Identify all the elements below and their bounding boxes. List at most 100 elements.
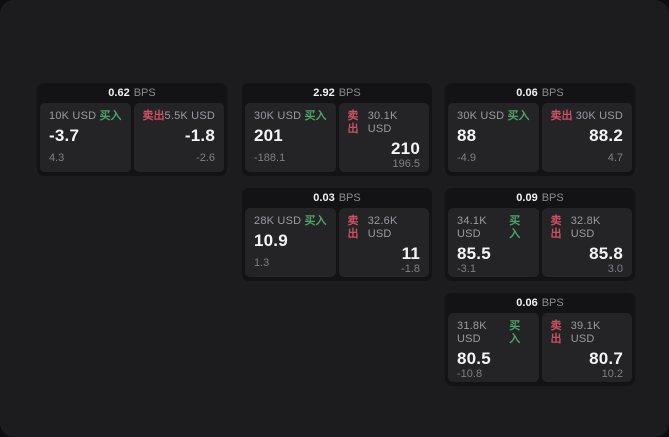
bps-unit-label: BPS xyxy=(338,192,361,204)
sell-amount: 39.1K USD xyxy=(570,320,601,345)
bps-header: 0.09 BPS xyxy=(445,188,635,208)
sell-price: 85.8 xyxy=(589,244,623,263)
buy-label: 买入 xyxy=(304,215,327,227)
sell-delta: 10.2 xyxy=(601,368,623,380)
sell-panel[interactable]: 卖出 30.1K USD 210 196.5 xyxy=(338,103,429,172)
sell-panel-top: 卖出 39.1K USD xyxy=(551,320,624,346)
sell-label: 卖出 xyxy=(142,110,165,122)
buy-panel[interactable]: 10K USD 买入 -3.7 4.3 xyxy=(40,103,131,172)
buy-label: 买入 xyxy=(509,320,521,345)
quote-card: 0.06 BPS 31.8K USD 买入 80.5 -10.8 卖出 39.1… xyxy=(445,293,635,386)
buy-delta: -10.8 xyxy=(457,368,483,380)
bps-value: 2.92 xyxy=(313,87,335,99)
sell-price: 210 xyxy=(391,139,420,158)
quote-card: 0.09 BPS 34.1K USD 买入 85.5 -3.1 卖出 32.8K… xyxy=(445,188,635,281)
buy-panel-top: 30K USD 买入 xyxy=(457,110,530,123)
sell-panel-top: 卖出 30K USD xyxy=(551,110,624,123)
sell-price: 11 xyxy=(401,244,420,263)
buy-price: 85.5 xyxy=(457,244,491,263)
quote-card: 0.03 BPS 28K USD 买入 10.9 1.3 卖出 32.6K US… xyxy=(242,188,432,281)
quote-card: 0.06 BPS 30K USD 买入 88 -4.9 卖出 30K USD 8… xyxy=(445,83,635,176)
buy-price: 88 xyxy=(457,126,477,145)
bps-header: 0.06 BPS xyxy=(445,293,635,313)
bps-header: 0.03 BPS xyxy=(242,188,432,208)
buy-panel-top: 31.8K USD 买入 xyxy=(457,320,530,346)
sell-delta: 3.0 xyxy=(607,263,623,275)
bps-value: 0.09 xyxy=(516,192,538,204)
buy-panel[interactable]: 30K USD 买入 88 -4.9 xyxy=(448,103,539,172)
bps-header: 0.06 BPS xyxy=(445,83,635,103)
buy-price: 80.5 xyxy=(457,349,491,368)
bps-unit-label: BPS xyxy=(133,87,156,99)
bps-value: 0.62 xyxy=(108,87,130,99)
quote-card: 2.92 BPS 30K USD 买入 201 -188.1 卖出 30.1K … xyxy=(242,83,432,176)
sell-label: 卖出 xyxy=(347,215,359,240)
sell-label: 卖出 xyxy=(550,320,562,345)
sell-amount: 32.8K USD xyxy=(570,215,601,240)
sell-price: -1.8 xyxy=(184,126,215,145)
buy-panel[interactable]: 30K USD 买入 201 -188.1 xyxy=(245,103,336,172)
buy-label: 买入 xyxy=(507,110,530,122)
bps-value: 0.03 xyxy=(313,192,335,204)
sell-amount: 5.5K USD xyxy=(164,110,216,122)
sell-label: 卖出 xyxy=(347,110,359,135)
buy-price: 10.9 xyxy=(254,231,288,250)
quote-card-body: 31.8K USD 买入 80.5 -10.8 卖出 39.1K USD 80.… xyxy=(445,313,635,382)
sell-panel[interactable]: 卖出 39.1K USD 80.7 10.2 xyxy=(541,313,632,382)
bps-header: 2.92 BPS xyxy=(242,83,432,103)
sell-price: 88.2 xyxy=(589,126,623,145)
sell-delta: -1.8 xyxy=(401,263,420,275)
bps-unit-label: BPS xyxy=(541,192,564,204)
quote-card-body: 30K USD 买入 88 -4.9 卖出 30K USD 88.2 4.7 xyxy=(445,103,635,172)
sell-label: 卖出 xyxy=(550,110,573,122)
buy-label: 买入 xyxy=(509,215,521,240)
sell-delta: 4.7 xyxy=(607,152,623,164)
buy-delta: -188.1 xyxy=(254,152,286,164)
buy-amount: 30K USD xyxy=(254,110,302,122)
sell-panel-top: 卖出 5.5K USD xyxy=(143,110,216,123)
bps-unit-label: BPS xyxy=(541,87,564,99)
buy-panel[interactable]: 31.8K USD 买入 80.5 -10.8 xyxy=(448,313,539,382)
buy-amount: 10K USD xyxy=(49,110,97,122)
sell-panel-top: 卖出 30.1K USD xyxy=(348,110,421,136)
quote-card: 0.62 BPS 10K USD 买入 -3.7 4.3 卖出 5.5K USD… xyxy=(37,83,227,176)
buy-label: 买入 xyxy=(304,110,327,122)
sell-amount: 30.1K USD xyxy=(367,110,398,135)
buy-amount: 28K USD xyxy=(254,215,302,227)
quote-card-body: 10K USD 买入 -3.7 4.3 卖出 5.5K USD -1.8 -2.… xyxy=(37,103,227,172)
buy-amount: 30K USD xyxy=(457,110,505,122)
bps-unit-label: BPS xyxy=(541,297,564,309)
sell-panel[interactable]: 卖出 32.8K USD 85.8 3.0 xyxy=(541,208,632,277)
buy-price: -3.7 xyxy=(49,126,80,145)
buy-panel-top: 28K USD 买入 xyxy=(254,215,327,228)
sell-panel[interactable]: 卖出 32.6K USD 11 -1.8 xyxy=(338,208,429,277)
bps-value: 0.06 xyxy=(516,297,538,309)
sell-amount: 30K USD xyxy=(575,110,623,122)
buy-amount: 31.8K USD xyxy=(457,320,487,345)
quote-card-body: 28K USD 买入 10.9 1.3 卖出 32.6K USD 11 -1.8 xyxy=(242,208,432,277)
sell-delta: 196.5 xyxy=(392,158,420,170)
buy-delta: -3.1 xyxy=(457,263,476,275)
bps-header: 0.62 BPS xyxy=(37,83,227,103)
bps-unit-label: BPS xyxy=(338,87,361,99)
quote-card-body: 30K USD 买入 201 -188.1 卖出 30.1K USD 210 1… xyxy=(242,103,432,172)
buy-panel-top: 10K USD 买入 xyxy=(49,110,122,123)
sell-price: 80.7 xyxy=(589,349,623,368)
sell-amount: 32.6K USD xyxy=(367,215,398,240)
buy-panel[interactable]: 28K USD 买入 10.9 1.3 xyxy=(245,208,336,277)
sell-panel[interactable]: 卖出 30K USD 88.2 4.7 xyxy=(541,103,632,172)
bps-value: 0.06 xyxy=(516,87,538,99)
buy-panel[interactable]: 34.1K USD 买入 85.5 -3.1 xyxy=(448,208,539,277)
buy-delta: -4.9 xyxy=(457,152,476,164)
sell-panel-top: 卖出 32.8K USD xyxy=(551,215,624,241)
sell-panel[interactable]: 卖出 5.5K USD -1.8 -2.6 xyxy=(133,103,224,172)
buy-panel-top: 34.1K USD 买入 xyxy=(457,215,530,241)
buy-price: 201 xyxy=(254,126,283,145)
buy-delta: 1.3 xyxy=(254,257,270,269)
buy-label: 买入 xyxy=(99,110,122,122)
sell-label: 卖出 xyxy=(550,215,562,240)
sell-panel-top: 卖出 32.6K USD xyxy=(348,215,421,241)
quote-card-body: 34.1K USD 买入 85.5 -3.1 卖出 32.8K USD 85.8… xyxy=(445,208,635,277)
buy-panel-top: 30K USD 买入 xyxy=(254,110,327,123)
